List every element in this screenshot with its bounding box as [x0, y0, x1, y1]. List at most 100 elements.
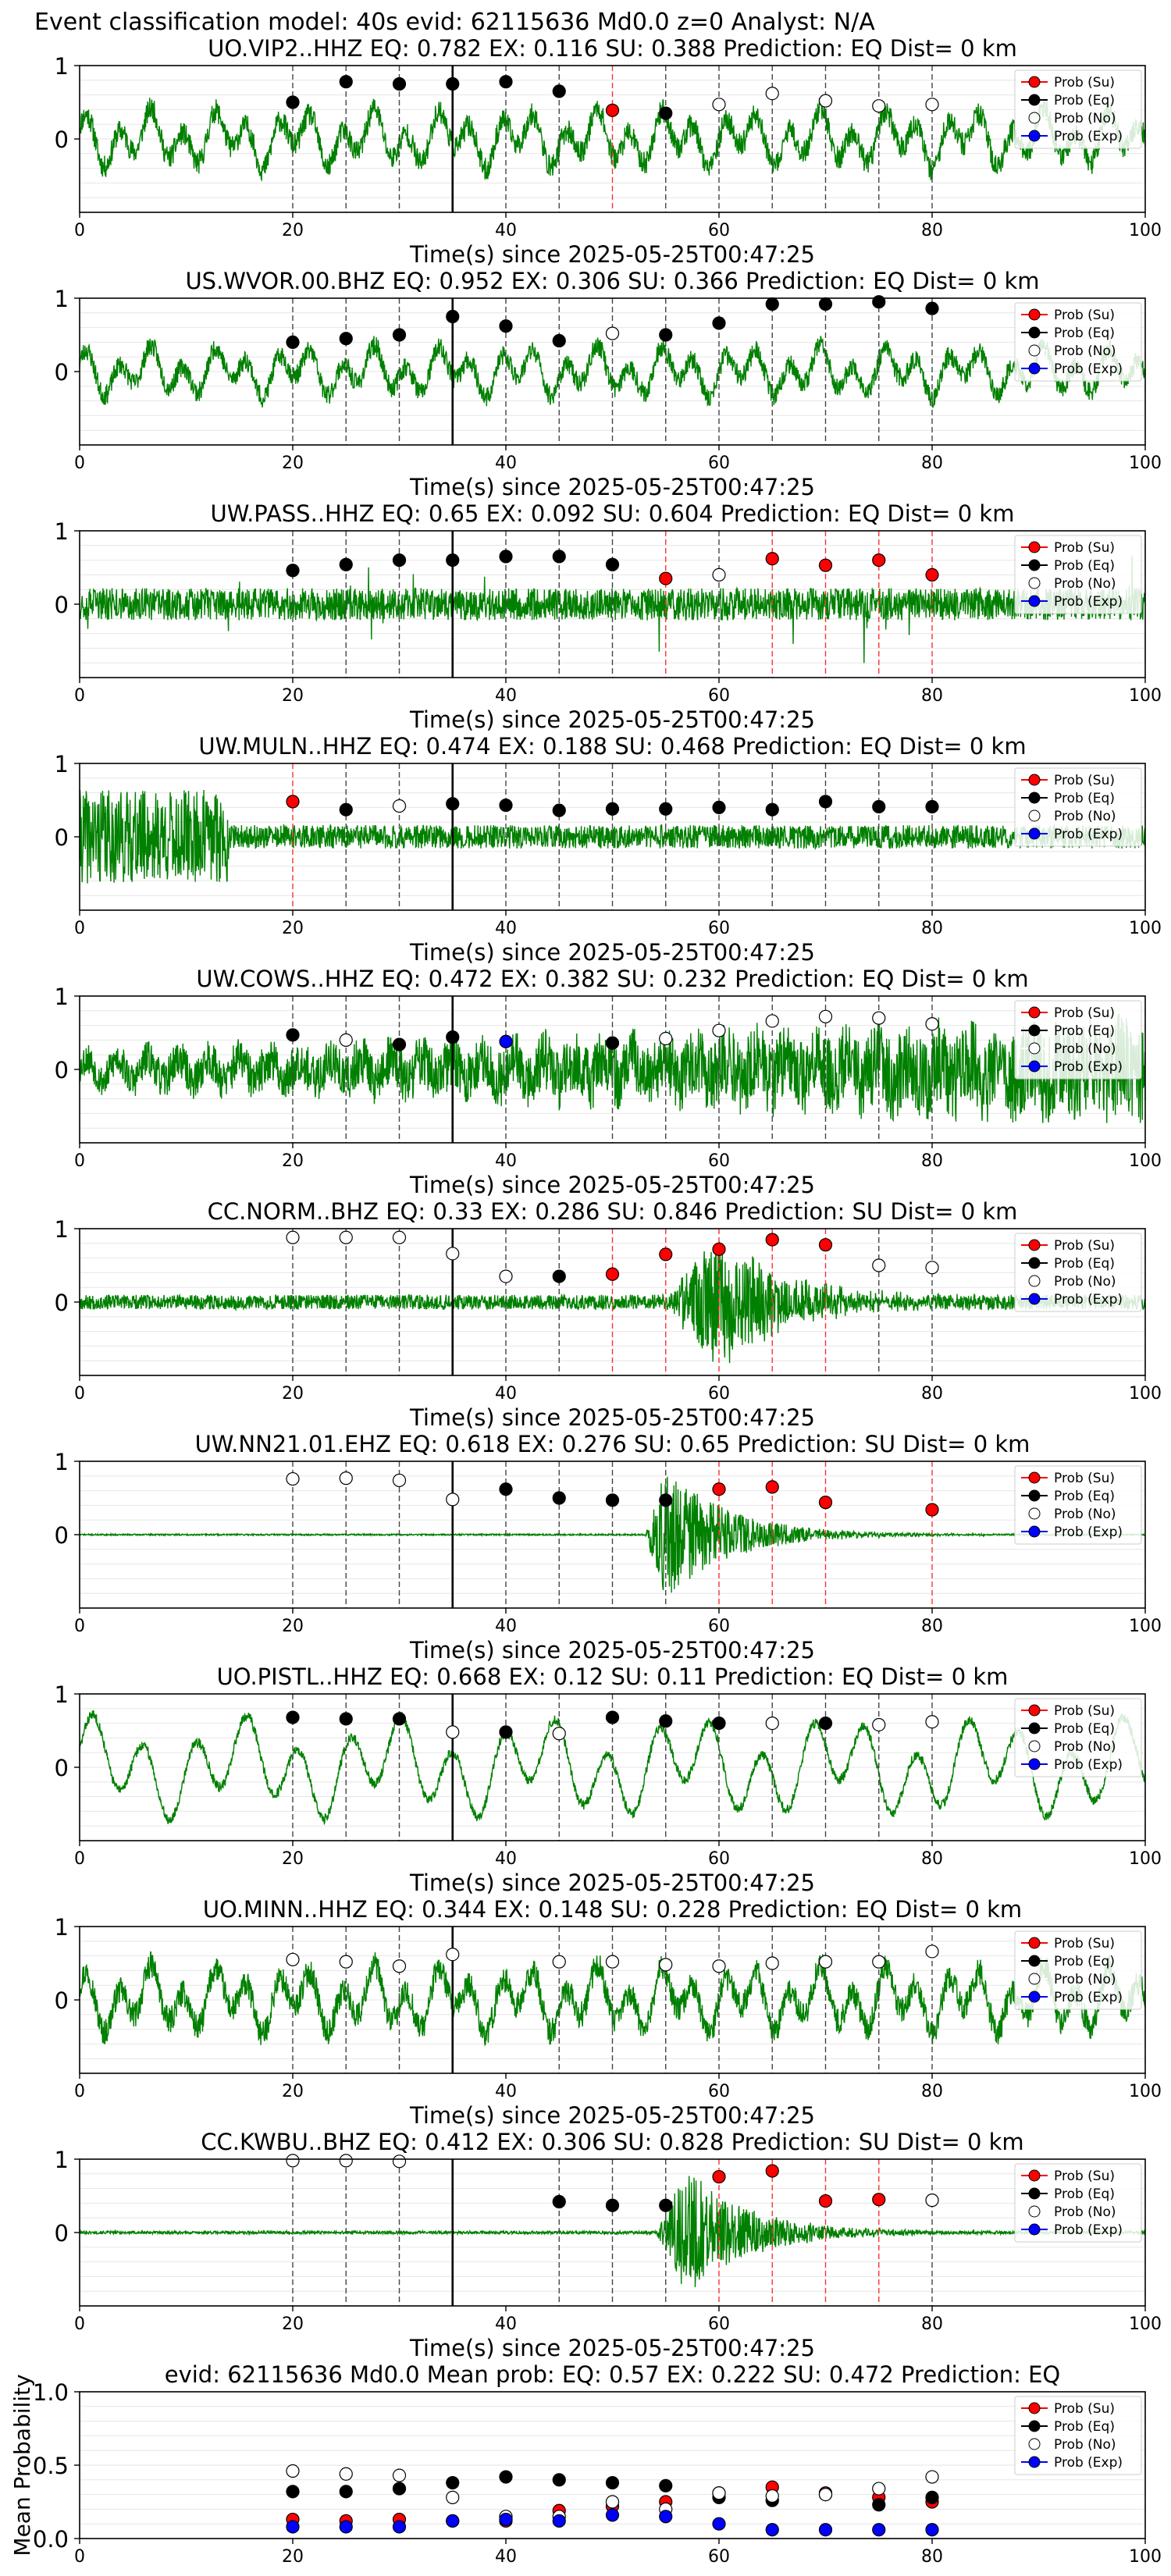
legend-label: Prob (Eq): [1054, 2186, 1115, 2202]
y-tick-label: 1: [55, 1216, 69, 1243]
x-tick-label: 0: [74, 1384, 85, 1404]
legend-marker-eq: [1028, 1955, 1041, 1967]
prob-point-no: [872, 1011, 886, 1025]
prob-point-eq: [605, 2198, 620, 2212]
prob-point-su: [818, 2194, 833, 2208]
x-tick-label: 0: [74, 686, 85, 706]
prob-point-eq: [446, 309, 460, 324]
x-tick-label: 40: [495, 919, 517, 938]
panel-title: UW.PASS..HHZ EQ: 0.65 EX: 0.092 SU: 0.60…: [211, 500, 1015, 527]
panel-title: UW.COWS..HHZ EQ: 0.472 EX: 0.382 SU: 0.2…: [196, 966, 1028, 992]
x-axis-label: Time(s) since 2025-05-25T00:47:25: [409, 2335, 815, 2361]
prob-point-no: [659, 1958, 673, 1972]
x-axis-label: Time(s) since 2025-05-25T00:47:25: [409, 1172, 815, 1198]
prob-point-eq: [552, 333, 566, 348]
prob-point-eq: [446, 553, 460, 568]
legend-marker-exp: [1028, 362, 1041, 375]
prob-point-eq: [446, 797, 460, 811]
prob-point-eq: [605, 557, 620, 571]
prob-point-no: [339, 2154, 353, 2168]
mean-prob-point-exp: [552, 2514, 566, 2528]
legend-marker-no: [1028, 2205, 1041, 2218]
legend-label: Prob (Exp): [1054, 1990, 1123, 2005]
prob-point-no: [446, 1948, 460, 1962]
x-tick-label: 60: [708, 2082, 730, 2101]
prob-point-no: [712, 568, 726, 582]
prob-point-no: [339, 1955, 353, 1969]
x-tick-label: 20: [282, 1384, 304, 1404]
x-tick-label: 20: [282, 686, 304, 706]
prob-point-su: [712, 2169, 726, 2184]
prob-point-eq: [659, 802, 673, 816]
legend-label: Prob (Exp): [1054, 2455, 1123, 2471]
x-axis-label: Time(s) since 2025-05-25T00:47:25: [409, 1404, 815, 1431]
prob-point-eq: [339, 75, 353, 89]
legend-marker-su: [1028, 2402, 1041, 2414]
prob-point-eq: [339, 557, 353, 571]
mean-prob-point-eq: [552, 2473, 566, 2487]
prob-point-su: [765, 1233, 779, 1247]
prob-point-su: [818, 1238, 833, 1252]
legend-marker-su: [1028, 1006, 1041, 1019]
prob-point-no: [446, 1247, 460, 1261]
prob-point-no: [925, 1944, 939, 1959]
prob-point-eq: [552, 550, 566, 564]
prob-point-no: [392, 1473, 407, 1488]
legend-label: Prob (Su): [1054, 1703, 1115, 1719]
prob-point-eq: [499, 75, 513, 89]
mean-prob-point-eq: [925, 2490, 939, 2504]
prob-point-su: [765, 2164, 779, 2178]
mean-prob-point-exp: [659, 2510, 673, 2524]
legend-marker-exp: [1028, 1293, 1041, 1305]
prob-point-eq: [392, 1712, 407, 1726]
x-tick-label: 80: [921, 2547, 943, 2567]
y-tick-label: 1: [55, 518, 69, 545]
prob-point-eq: [659, 1714, 673, 1728]
prob-point-su: [872, 2193, 886, 2207]
panel-title: evid: 62115636 Md0.0 Mean prob: EQ: 0.57…: [165, 2361, 1061, 2388]
legend-marker-su: [1028, 308, 1041, 321]
mean-prob-point-no: [925, 2470, 939, 2484]
prob-point-su: [712, 1482, 726, 1496]
prob-point-eq: [765, 297, 779, 311]
legend-marker-no: [1028, 1042, 1041, 1055]
legend-label: Prob (Su): [1054, 773, 1115, 788]
prob-point-eq: [392, 553, 407, 568]
legend-label: Prob (Exp): [1054, 361, 1123, 377]
legend-marker-su: [1028, 1239, 1041, 1251]
prob-point-eq: [552, 84, 566, 98]
panel-title: UO.MINN..HHZ EQ: 0.344 EX: 0.148 SU: 0.2…: [203, 1896, 1022, 1923]
prob-point-su: [286, 795, 300, 809]
mean-prob-point-no: [392, 2468, 407, 2482]
panel-title: UW.MULN..HHZ EQ: 0.474 EX: 0.188 SU: 0.4…: [198, 733, 1026, 760]
panel-3: UW.MULN..HHZ EQ: 0.474 EX: 0.188 SU: 0.4…: [55, 733, 1162, 966]
mean-prob-point-no: [765, 2489, 779, 2503]
x-tick-label: 100: [1129, 454, 1162, 473]
legend-marker-su: [1028, 541, 1041, 553]
prob-point-no: [872, 1258, 886, 1272]
x-tick-label: 0: [74, 454, 85, 473]
mean-prob-point-eq: [339, 2485, 353, 2499]
prob-point-no: [605, 326, 620, 340]
prob-point-no: [339, 1471, 353, 1485]
x-tick-label: 20: [282, 221, 304, 240]
prob-point-su: [659, 1247, 673, 1261]
x-tick-label: 60: [708, 1849, 730, 1869]
prob-point-eq: [659, 106, 673, 120]
legend-box: [1014, 1000, 1142, 1080]
waveform-trace: [79, 789, 1146, 884]
legend-marker-exp: [1028, 2456, 1041, 2468]
legend-marker-exp: [1028, 1060, 1041, 1073]
prob-point-no: [712, 1023, 726, 1037]
x-tick-label: 0: [74, 221, 85, 240]
x-tick-label: 60: [708, 454, 730, 473]
mean-prob-point-no: [339, 2467, 353, 2481]
prob-point-eq: [659, 1493, 673, 1507]
legend-marker-eq: [1028, 1489, 1041, 1502]
panel-title: CC.NORM..BHZ EQ: 0.33 EX: 0.286 SU: 0.84…: [208, 1198, 1018, 1225]
legend-label: Prob (No): [1054, 111, 1116, 126]
prob-point-no: [339, 1033, 353, 1048]
panel-0: UO.VIP2..HHZ EQ: 0.782 EX: 0.116 SU: 0.3…: [55, 35, 1162, 268]
legend-label: Prob (Eq): [1054, 1023, 1115, 1039]
